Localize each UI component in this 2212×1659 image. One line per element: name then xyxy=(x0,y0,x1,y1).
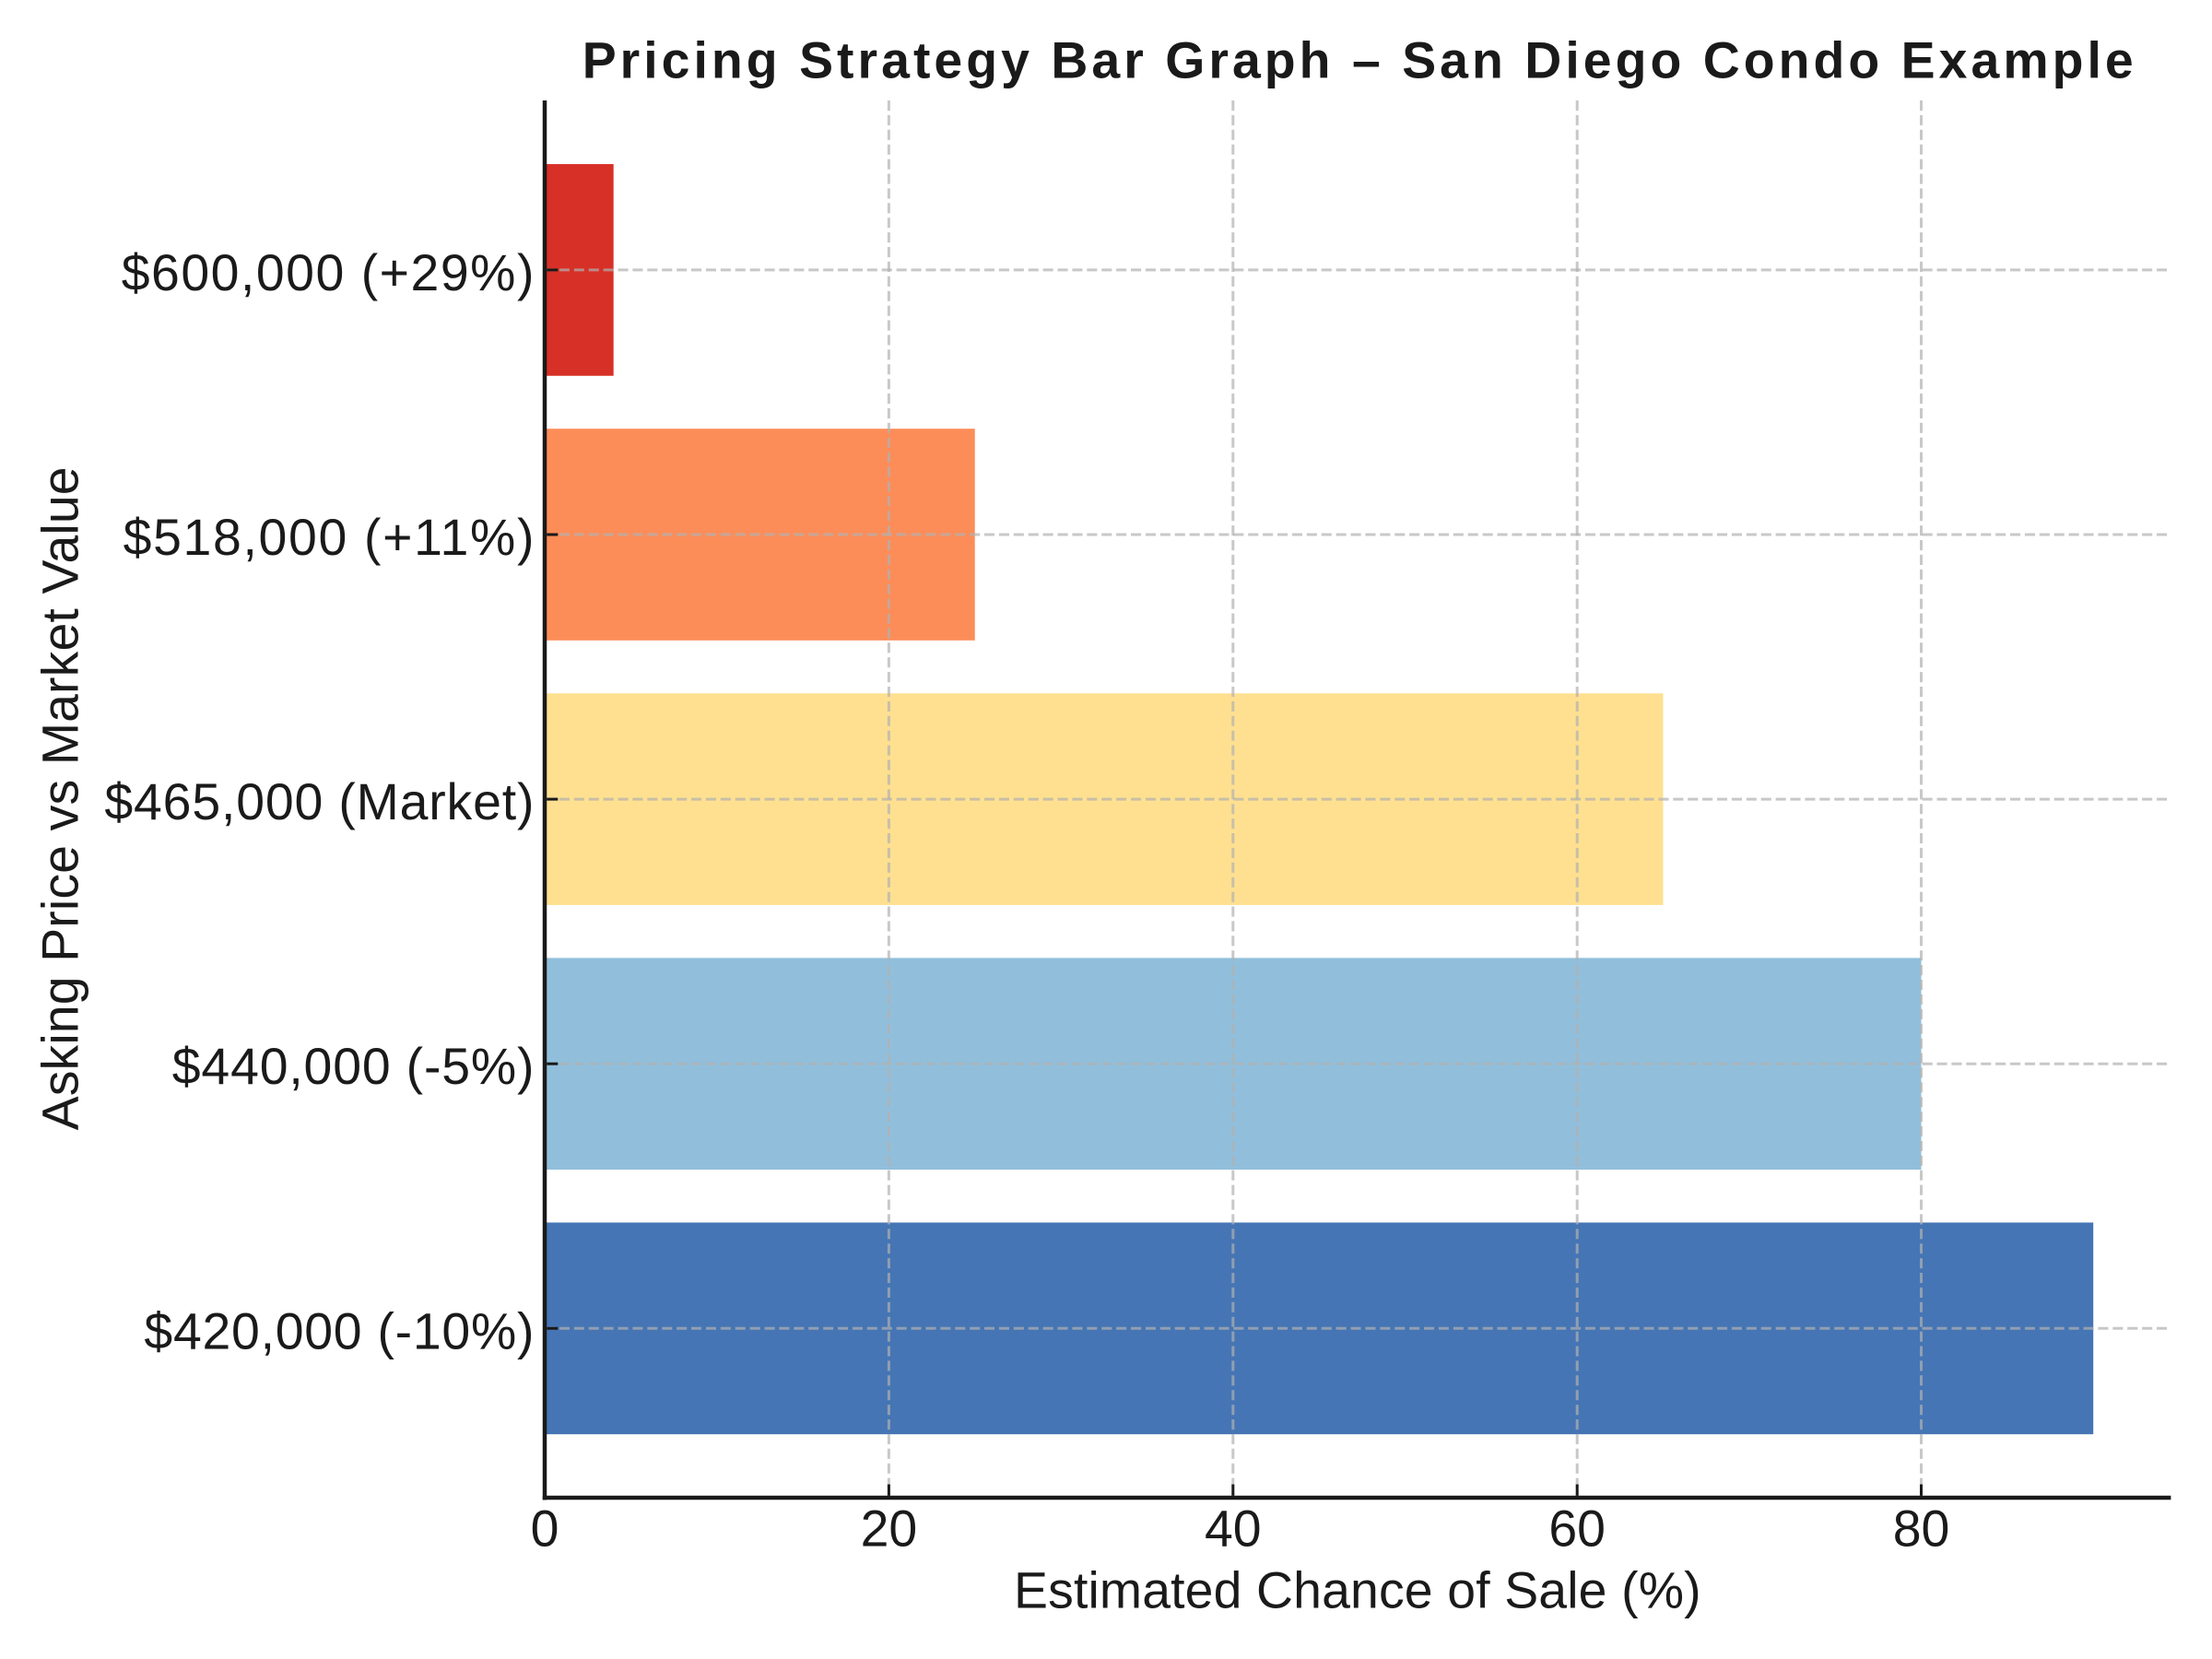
svg-text:$600,000 (+29%): $600,000 (+29%) xyxy=(122,244,535,301)
svg-text:$518,000 (+11%): $518,000 (+11%) xyxy=(124,509,535,566)
svg-text:$440,000 (-5%): $440,000 (-5%) xyxy=(172,1038,535,1095)
svg-text:20: 20 xyxy=(861,1500,918,1558)
svg-text:80: 80 xyxy=(1893,1500,1950,1558)
svg-text:Estimated Chance of Sale (%): Estimated Chance of Sale (%) xyxy=(1014,1562,1701,1619)
svg-text:40: 40 xyxy=(1205,1500,1262,1558)
svg-text:60: 60 xyxy=(1548,1500,1606,1558)
svg-text:$420,000 (-10%): $420,000 (-10%) xyxy=(144,1302,534,1359)
svg-text:Pricing Strategy Bar Graph – S: Pricing Strategy Bar Graph – San Diego C… xyxy=(582,31,2134,88)
svg-text:0: 0 xyxy=(531,1500,559,1558)
svg-text:Asking Price vs Market Value: Asking Price vs Market Value xyxy=(32,466,89,1130)
svg-text:$465,000 (Market): $465,000 (Market) xyxy=(104,773,534,830)
